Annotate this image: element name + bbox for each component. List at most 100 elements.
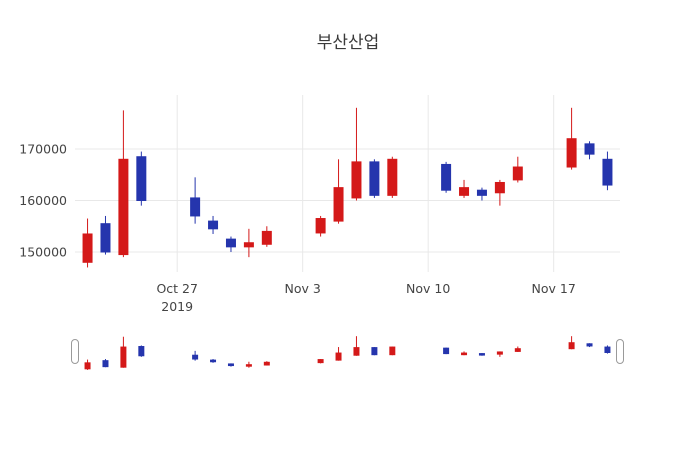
candle-2019-11-01[interactable] <box>261 226 272 247</box>
candle-body <box>136 156 147 202</box>
y-tick-label: 160000 <box>19 193 67 208</box>
candle-2019-10-30[interactable] <box>225 236 236 252</box>
candle-body <box>512 166 523 181</box>
x-tick-label: Oct 27 <box>156 281 198 296</box>
x-axis-tick-labels: Oct 27 2019 Nov 3 Nov 10 Nov 17 <box>156 281 575 314</box>
candle-2019-11-18[interactable] <box>566 107 577 170</box>
candle-2019-10-22[interactable] <box>82 218 93 268</box>
candle-2019-11-15 <box>514 346 521 352</box>
candle-2019-11-18 <box>568 336 575 350</box>
candle-2019-10-24[interactable] <box>118 110 129 258</box>
candle-body <box>102 360 109 368</box>
candle-body <box>586 343 593 347</box>
candle-2019-11-04 <box>317 359 324 364</box>
candle-2019-11-12[interactable] <box>459 179 470 198</box>
candle-2019-11-13 <box>478 353 485 356</box>
candle-body <box>584 143 595 155</box>
rangeslider-right-handle[interactable] <box>616 339 624 364</box>
candle-2019-10-31[interactable] <box>243 228 254 258</box>
candle-body <box>82 233 93 263</box>
candle-body <box>566 138 577 168</box>
candle-body <box>138 346 145 357</box>
candle-body <box>371 347 378 356</box>
candle-2019-11-08[interactable] <box>387 156 398 198</box>
x-tick-label: Nov 3 <box>285 281 321 296</box>
rangeslider-left-handle[interactable] <box>71 339 79 364</box>
candle-body <box>353 347 360 356</box>
main-plot-candles <box>82 107 613 268</box>
candle-body <box>120 346 127 368</box>
candle-body <box>317 359 324 364</box>
y-tick-label: 150000 <box>19 245 67 260</box>
candle-2019-10-24 <box>120 336 127 368</box>
candle-2019-11-13[interactable] <box>476 187 487 201</box>
candle-body <box>192 354 199 360</box>
candle-body <box>441 163 452 191</box>
x-tick-label: Nov 10 <box>406 281 450 296</box>
candle-2019-10-23[interactable] <box>100 215 111 255</box>
candle-body <box>351 161 362 199</box>
candle-2019-11-19 <box>586 343 593 348</box>
candle-body <box>227 363 234 367</box>
candle-2019-11-08 <box>389 346 396 356</box>
candle-2019-10-23 <box>102 359 109 368</box>
candle-2019-11-19[interactable] <box>584 141 595 160</box>
candle-2019-11-20 <box>604 345 611 354</box>
candle-body <box>443 347 450 355</box>
candle-2019-10-25[interactable] <box>136 151 147 206</box>
candle-2019-11-01 <box>263 361 270 366</box>
candle-body <box>210 359 217 363</box>
candle-body <box>245 364 252 367</box>
candle-2019-11-15[interactable] <box>512 156 523 183</box>
candle-2019-11-05[interactable] <box>333 159 344 224</box>
candle-2019-10-28 <box>192 350 199 361</box>
candle-body <box>118 158 129 256</box>
candle-body <box>459 187 470 196</box>
candle-body <box>208 220 219 230</box>
candle-2019-11-11[interactable] <box>441 161 452 193</box>
candle-2019-10-30 <box>227 363 234 367</box>
candle-2019-11-07[interactable] <box>369 159 380 198</box>
candle-body <box>261 230 272 245</box>
x-tick-sublabel: 2019 <box>161 299 193 314</box>
candle-2019-11-11 <box>443 347 450 355</box>
candle-body <box>494 181 505 194</box>
candle-2019-10-29 <box>210 359 217 363</box>
candle-body <box>369 161 380 196</box>
candle-body <box>335 352 342 361</box>
candle-body <box>387 158 398 196</box>
candle-body <box>315 218 326 234</box>
candle-body <box>243 242 254 248</box>
candle-body <box>604 346 611 354</box>
candle-body <box>478 353 485 356</box>
candle-body <box>84 362 91 370</box>
candle-2019-10-31 <box>245 361 252 368</box>
candle-body <box>568 342 575 350</box>
candle-2019-11-04[interactable] <box>315 215 326 237</box>
candle-2019-11-20[interactable] <box>602 151 613 191</box>
y-axis-tick-labels: 150000 160000 170000 <box>19 142 67 260</box>
candle-2019-11-05 <box>335 347 342 361</box>
candle-2019-10-25 <box>138 345 145 357</box>
candle-body <box>496 351 503 355</box>
candle-2019-11-14 <box>496 351 503 357</box>
candle-body <box>461 352 468 356</box>
candle-2019-11-06[interactable] <box>351 107 362 201</box>
candle-2019-10-29[interactable] <box>208 215 219 234</box>
candle-body <box>225 238 236 248</box>
chart-title: 부산산업 <box>317 33 380 53</box>
candle-2019-11-12 <box>461 351 468 356</box>
y-tick-label: 170000 <box>19 142 67 157</box>
rangeslider[interactable] <box>71 336 624 370</box>
candle-body <box>389 346 396 356</box>
x-tick-label: Nov 17 <box>532 281 576 296</box>
candle-body <box>100 223 111 253</box>
candle-body <box>476 189 487 196</box>
candle-body <box>190 197 201 217</box>
candle-body <box>263 361 270 366</box>
candle-2019-10-22 <box>84 359 91 370</box>
candle-2019-11-14[interactable] <box>494 179 505 206</box>
candle-2019-10-28[interactable] <box>190 177 201 224</box>
